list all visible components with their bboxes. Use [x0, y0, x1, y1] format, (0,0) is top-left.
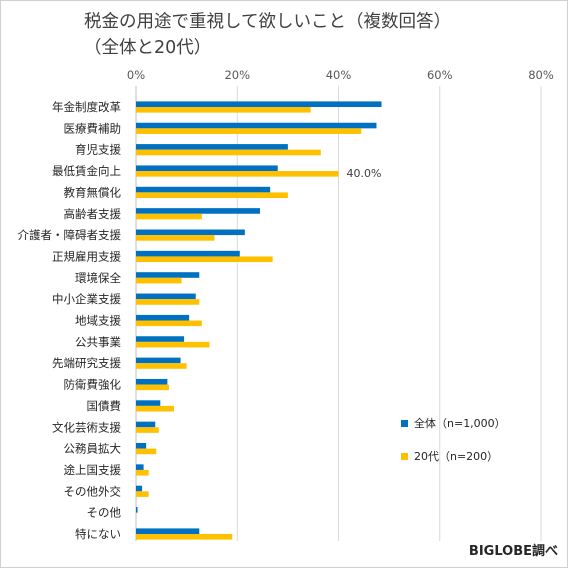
- bar-20s: [136, 341, 210, 348]
- legend-label: 20代（n=200）: [414, 450, 498, 463]
- bar-20s: [136, 299, 200, 305]
- legend-label: 全体（n=1,000）: [414, 416, 506, 430]
- category-label: 中小企業支援: [52, 292, 121, 306]
- legend-swatch: [401, 453, 408, 460]
- bar-total: [136, 122, 377, 129]
- category-label: 年金制度改革: [52, 100, 121, 114]
- category-label: その他外交: [64, 484, 122, 498]
- category-label: その他: [87, 506, 122, 520]
- bar-20s: [136, 128, 362, 134]
- bar-total: [136, 464, 144, 470]
- category-label: 正規雇用支援: [52, 249, 121, 263]
- source-label: BIGLOBE調べ: [468, 544, 558, 559]
- bar-total: [136, 208, 261, 214]
- category-label: 介護者・障碍者支援: [18, 228, 122, 242]
- bar-total: [136, 357, 181, 364]
- bar-total: [136, 421, 156, 428]
- bar-20s: [136, 192, 288, 198]
- bar-total: [136, 314, 190, 321]
- bar-total: [136, 186, 271, 193]
- bar-20s: [136, 213, 202, 220]
- bar-20s: [136, 448, 157, 455]
- category-label: 公共事業: [75, 335, 121, 349]
- bar-20s: [136, 534, 233, 540]
- category-label: 途上国支援: [64, 463, 122, 477]
- bar-total: [136, 229, 245, 236]
- category-label: 育児支援: [75, 143, 121, 157]
- bar-20s: [136, 277, 182, 284]
- category-label: 公務員拡大: [64, 442, 122, 456]
- bar-20s: [136, 384, 169, 391]
- x-tick-label: 80%: [528, 68, 554, 82]
- bar-total: [136, 144, 288, 150]
- bar-20s: [136, 363, 187, 369]
- bar-20s: [136, 235, 215, 241]
- category-label: 国債費: [87, 399, 122, 413]
- category-label: 高齢者支援: [64, 207, 122, 221]
- bar-20s: [136, 405, 174, 412]
- bar-total: [136, 378, 168, 385]
- x-tick-label: 40%: [326, 68, 352, 82]
- chart-title: 税金の用途で重視して欲しいこと（複数回答） （全体と20代）: [84, 12, 451, 58]
- bar-20s: [136, 469, 149, 476]
- category-label: 文化芸術支援: [52, 420, 121, 434]
- bar-total: [136, 400, 161, 406]
- bar-20s: [136, 320, 202, 327]
- bar-20s: [136, 107, 311, 113]
- bar-20s: [136, 149, 321, 156]
- bar-total: [136, 293, 196, 300]
- category-label: 最低賃金向上: [52, 164, 121, 178]
- bar-total: [136, 507, 138, 513]
- bar-20s: [136, 427, 159, 433]
- category-label: 地域支援: [75, 314, 121, 328]
- category-label: 医療費補助: [64, 121, 122, 135]
- category-label: 教育無償化: [64, 185, 122, 199]
- x-tick-label: 0%: [127, 68, 145, 82]
- bar-total: [136, 165, 278, 172]
- bar-total: [136, 250, 240, 257]
- bar-20s: [136, 256, 273, 263]
- data-label: 40.0%: [347, 167, 382, 180]
- x-tick-label: 20%: [224, 68, 250, 82]
- bar-20s: [136, 171, 339, 177]
- bar-total: [136, 336, 185, 342]
- bar-total: [136, 101, 382, 107]
- bar-20s: [136, 491, 149, 497]
- category-label: 防衛費強化: [64, 378, 122, 392]
- x-tick-label: 60%: [427, 68, 453, 82]
- category-label: 特にない: [75, 527, 121, 541]
- category-label: 環境保全: [75, 271, 121, 285]
- bar-total: [136, 528, 200, 534]
- bar-total: [136, 443, 147, 449]
- bar-total: [136, 272, 200, 278]
- category-label: 先端研究支援: [52, 356, 121, 370]
- legend-swatch: [401, 420, 408, 427]
- bar-total: [136, 485, 143, 492]
